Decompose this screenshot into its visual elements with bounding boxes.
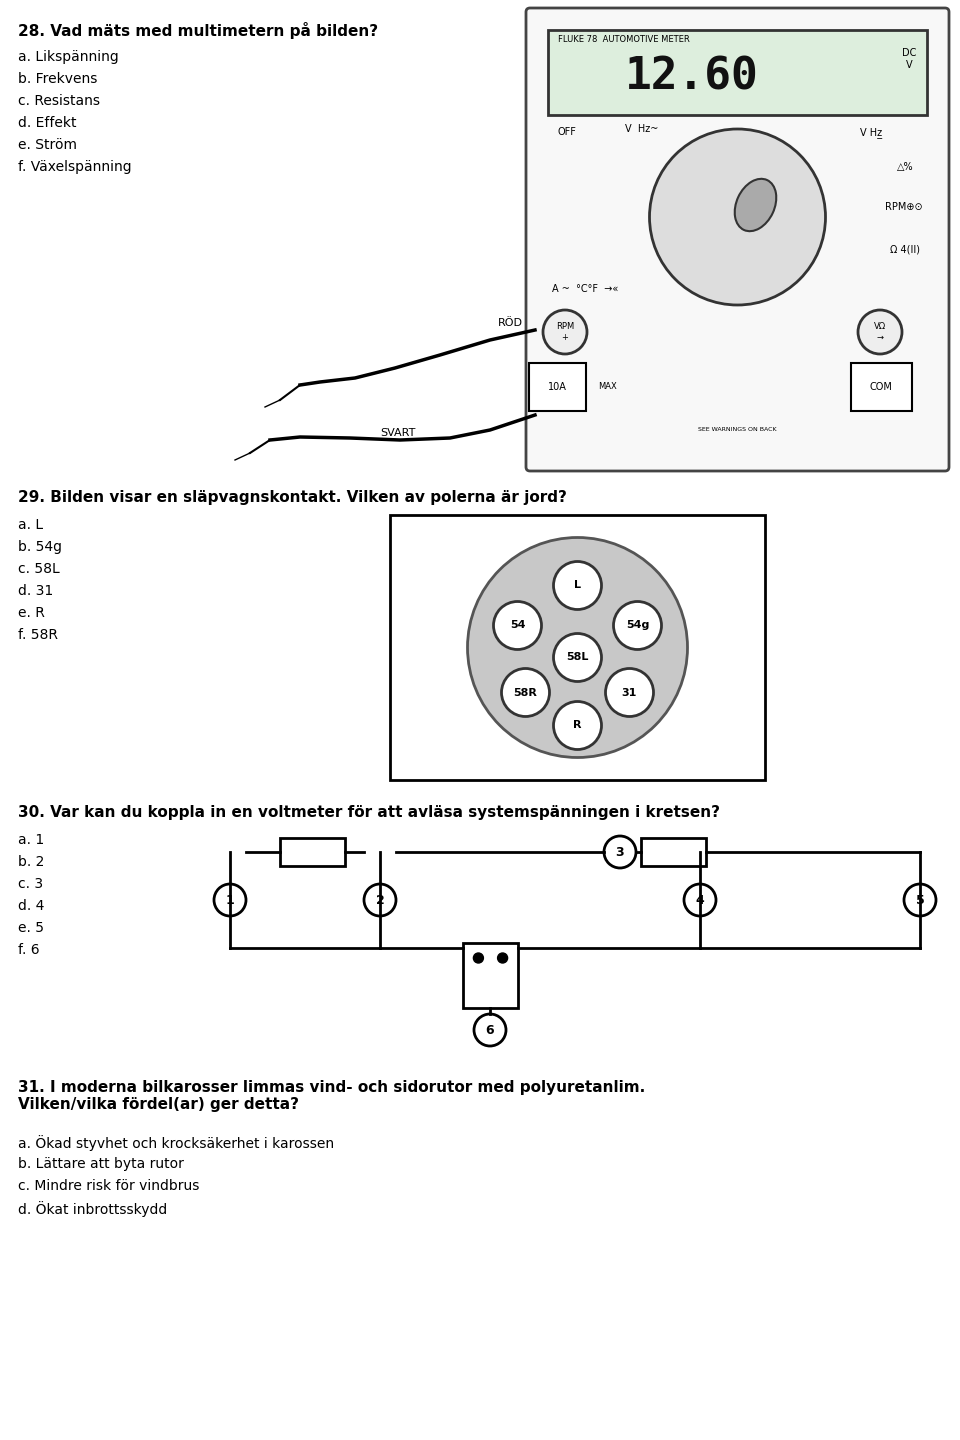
Circle shape	[364, 884, 396, 916]
Bar	[641, 838, 706, 865]
Text: e. Ström: e. Ström	[18, 138, 77, 153]
Text: MAX: MAX	[598, 382, 616, 392]
Text: 54: 54	[510, 621, 525, 631]
Text: FLUKE 78  AUTOMOTIVE METER: FLUKE 78 AUTOMOTIVE METER	[558, 35, 689, 45]
Text: 31: 31	[622, 687, 637, 697]
Text: RPM
+: RPM +	[556, 323, 574, 341]
Text: L: L	[574, 580, 581, 590]
Text: a. L: a. L	[18, 518, 43, 531]
Text: V Hz̲: V Hz̲	[860, 127, 882, 138]
Circle shape	[858, 310, 902, 354]
Text: -: -	[500, 950, 506, 965]
Text: d. 31: d. 31	[18, 585, 53, 598]
Bar	[463, 943, 518, 1008]
Circle shape	[554, 701, 602, 749]
Text: 3: 3	[615, 845, 624, 858]
Text: f. 58R: f. 58R	[18, 628, 58, 642]
Text: +: +	[472, 950, 484, 965]
Text: b. Lättare att byta rutor: b. Lättare att byta rutor	[18, 1156, 184, 1171]
Text: DC
V: DC V	[901, 48, 916, 69]
Text: c. 58L: c. 58L	[18, 562, 60, 576]
Text: 1: 1	[226, 893, 234, 907]
Text: VΩ
→: VΩ →	[874, 323, 886, 341]
Circle shape	[214, 884, 246, 916]
Text: a. Ökad styvhet och krocksäkerhet i karossen: a. Ökad styvhet och krocksäkerhet i karo…	[18, 1135, 334, 1151]
Circle shape	[493, 602, 541, 649]
Circle shape	[497, 953, 508, 963]
Circle shape	[474, 1014, 506, 1045]
Bar	[280, 838, 345, 865]
Text: 6: 6	[486, 1024, 494, 1037]
Text: d. Ökat inbrottsskydd: d. Ökat inbrottsskydd	[18, 1201, 167, 1217]
Text: c. 3: c. 3	[18, 877, 43, 891]
Circle shape	[650, 130, 826, 305]
Circle shape	[501, 668, 549, 717]
Text: 4: 4	[696, 893, 705, 907]
Text: V  Hz~: V Hz~	[625, 124, 659, 134]
Text: a. Likspänning: a. Likspänning	[18, 50, 119, 63]
Text: c. Mindre risk för vindbrus: c. Mindre risk för vindbrus	[18, 1179, 200, 1192]
Text: △%: △%	[897, 161, 914, 171]
Text: 10A: 10A	[548, 382, 566, 392]
Circle shape	[468, 537, 687, 757]
Text: RPM⊕⊙: RPM⊕⊙	[885, 202, 923, 212]
Text: 58L: 58L	[566, 652, 588, 662]
Text: RÖD: RÖD	[498, 318, 523, 328]
Circle shape	[604, 837, 636, 868]
Text: R: R	[573, 720, 582, 730]
Circle shape	[904, 884, 936, 916]
Text: b. 54g: b. 54g	[18, 540, 62, 554]
Text: b. Frekvens: b. Frekvens	[18, 72, 97, 86]
Circle shape	[554, 562, 602, 609]
Text: 12.60: 12.60	[625, 55, 759, 98]
Text: 5: 5	[916, 893, 924, 907]
Text: c. Resistans: c. Resistans	[18, 94, 100, 108]
Text: OFF: OFF	[558, 127, 577, 137]
Text: SVART: SVART	[380, 428, 416, 438]
Text: e. 5: e. 5	[18, 922, 44, 935]
Text: 31. I moderna bilkarosser limmas vind- och sidorutor med polyuretanlim.
Vilken/v: 31. I moderna bilkarosser limmas vind- o…	[18, 1080, 645, 1112]
Bar	[548, 30, 927, 115]
Text: 29. Bilden visar en släpvagnskontakt. Vilken av polerna är jord?: 29. Bilden visar en släpvagnskontakt. Vi…	[18, 490, 566, 505]
Text: 54g: 54g	[626, 621, 649, 631]
Text: 30. Var kan du koppla in en voltmeter för att avläsa systemspänningen i kretsen?: 30. Var kan du koppla in en voltmeter fö…	[18, 805, 720, 819]
Text: SEE WARNINGS ON BACK: SEE WARNINGS ON BACK	[698, 428, 777, 432]
Text: COM: COM	[870, 382, 893, 392]
Circle shape	[473, 953, 484, 963]
FancyBboxPatch shape	[526, 9, 949, 471]
Text: e. R: e. R	[18, 606, 45, 621]
Text: f. 6: f. 6	[18, 943, 39, 958]
Bar	[390, 516, 765, 780]
Circle shape	[684, 884, 716, 916]
Text: b. 2: b. 2	[18, 855, 44, 868]
Text: A ~  °C°F  →«: A ~ °C°F →«	[552, 284, 618, 294]
Circle shape	[606, 668, 654, 717]
Text: 2: 2	[375, 893, 384, 907]
Circle shape	[543, 310, 587, 354]
Text: a. 1: a. 1	[18, 832, 44, 847]
Circle shape	[554, 634, 602, 681]
Text: d. 4: d. 4	[18, 899, 44, 913]
Ellipse shape	[734, 179, 777, 232]
Text: 58R: 58R	[514, 687, 538, 697]
Text: d. Effekt: d. Effekt	[18, 117, 77, 130]
Text: f. Växelspänning: f. Växelspänning	[18, 160, 132, 174]
Circle shape	[613, 602, 661, 649]
Text: Ω 4(II): Ω 4(II)	[890, 243, 920, 253]
Text: 28. Vad mäts med multimetern på bilden?: 28. Vad mäts med multimetern på bilden?	[18, 22, 378, 39]
